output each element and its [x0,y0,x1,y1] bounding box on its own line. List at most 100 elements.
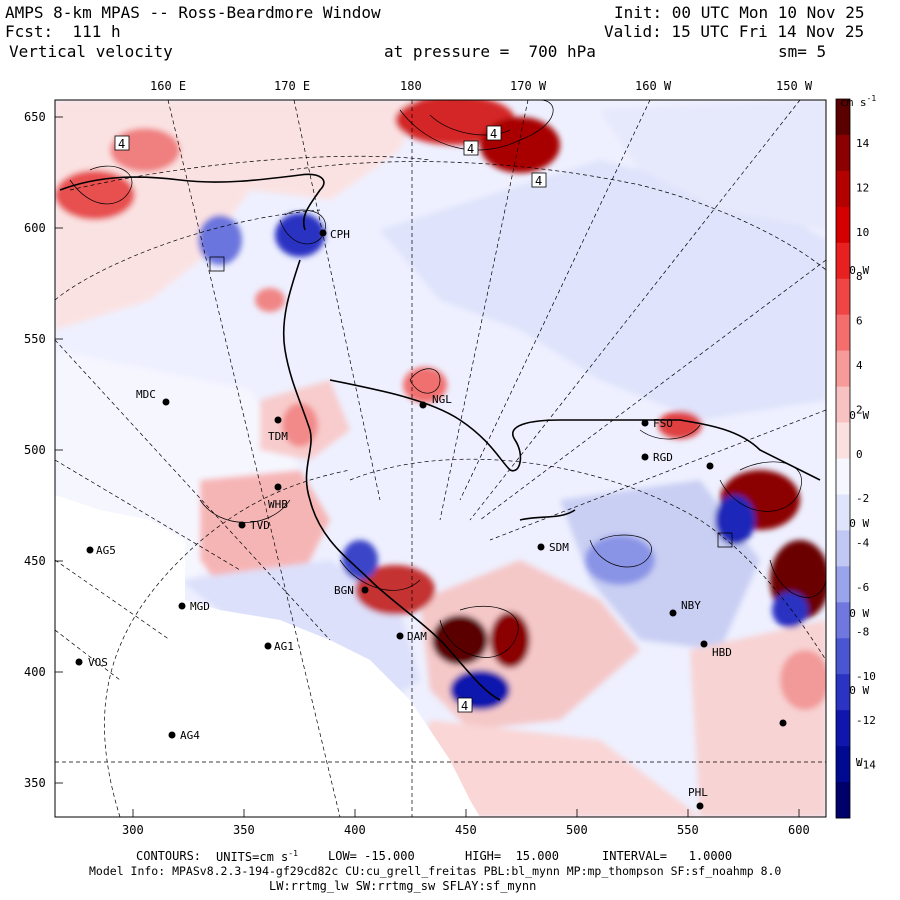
lon-label: 160 W [635,79,672,93]
lon-label: 180 [400,79,422,93]
station-label: PHL [688,786,708,799]
colorbar-swatch [836,206,850,244]
valid-time: Valid: 15 UTC Fri 14 Nov 25 [604,22,865,41]
init-time: Init: 00 UTC Mon 10 Nov 25 [614,3,865,22]
lon-label: 170 E [274,79,310,93]
contour-label: 4 [535,174,542,188]
contour-label: 4 [461,699,468,713]
colorbar-units-sup: -1 [867,94,877,103]
pressure-level: at pressure = 700 hPa [384,42,596,61]
colorbar-frame [835,98,851,819]
station-marker [396,632,404,640]
lon-label: 170 W [510,79,547,93]
colorbar-swatch [836,566,850,603]
colorbar-swatch [836,638,850,675]
colorbar-units-text: cm s [840,96,867,109]
contours-interval: INTERVAL= 1.0000 [602,849,733,863]
colorbar-label: -10 [856,670,876,683]
svg-text:cm s-1: cm s-1 [840,94,876,109]
colorbar-label: 8 [856,270,863,283]
station-layer: MDC TDM WHB TVD AG5 MGD AG1 VOS AG4 CPH … [75,228,787,810]
station-marker [264,642,272,650]
colorbar-swatch [836,530,850,567]
station-label: TVD [250,519,270,532]
lon-label: 160 E [150,79,186,93]
no-data-region [55,495,480,817]
axis-ticks [55,116,800,817]
colorbar-swatch [836,746,850,783]
colorbar-swatch [836,782,850,819]
colorbar-label: 2 [856,403,863,416]
colorbar-label: -12 [856,714,876,727]
contours-label: CONTOURS: [136,849,202,863]
station-label: AG1 [274,640,294,653]
station-label: NBY [681,599,701,612]
station-label: AG4 [180,729,200,742]
colorbar-label: 4 [856,359,863,372]
contour-label: 4 [490,127,497,141]
y-axis-labels: 650 600 550 500 450 400 350 [24,110,46,790]
lon-label: 150 W [776,79,813,93]
colorbar-swatch [836,278,850,316]
graticule [55,100,826,817]
plot-title: AMPS 8-km MPAS -- Ross-Beardmore Window [5,3,381,22]
x-tick-label: 300 [122,823,144,837]
colorbar-units: cm s-1 [840,94,876,109]
colorbar-label: 12 [856,181,869,194]
station-label: CPH [330,228,350,241]
y-tick-label: 600 [24,221,46,235]
station-marker [779,719,787,727]
station-marker [700,640,708,648]
colorbar-swatch [836,458,850,495]
station-marker [537,543,545,551]
units-sup: -1 [288,849,298,858]
contour-label: 4 [467,142,474,156]
colorbar-label: 6 [856,315,863,328]
y-tick-label: 550 [24,332,46,346]
colorbar-swatch [836,350,850,388]
station-marker [641,419,649,427]
x-tick-label: 500 [566,823,588,837]
colorbar-label: -2 [856,492,869,505]
contours-low: LOW= -15.000 [328,849,415,863]
station-marker [669,609,677,617]
station-label: DAM [407,630,427,643]
map-frame [54,99,827,818]
station-marker [696,802,704,810]
contour-label: 4 [118,137,125,151]
colorbar-swatch [836,99,850,136]
coastline [59,173,821,701]
x-axis-labels: 300 350 400 450 500 550 600 [122,823,810,837]
station-marker [75,658,83,666]
contours-high: HIGH= 15.000 [465,849,559,863]
model-info: Model Info: MPASv8.2.3-194-gf29cd82c CU:… [89,864,782,878]
station-marker [641,453,649,461]
colorbar-swatch [836,386,850,424]
station-label: SDM [549,541,569,554]
field-name: Vertical velocity [9,42,173,61]
station-label: FSO [653,417,673,430]
colorbar-label: -6 [856,581,869,594]
colorbar [835,98,851,819]
model-info-physics: LW:rrtmg_lw SW:rrtmg_sw SFLAY:sf_mynn [269,879,537,893]
station-marker [86,546,94,554]
station-marker [274,483,282,491]
y-tick-label: 500 [24,443,46,457]
x-tick-label: 450 [455,823,477,837]
y-tick-label: 650 [24,110,46,124]
x-tick-label: 550 [677,823,699,837]
colorbar-swatch [836,602,850,639]
station-label: VOS [88,656,108,669]
colorbar-swatch [836,494,850,531]
forecast-hour: Fcst: 111 h [5,22,121,41]
station-marker [319,229,327,237]
station-marker [178,602,186,610]
colorbar-label: -8 [856,625,869,638]
station-label: BGN [334,584,354,597]
contour-label-group: 4 4 4 4 4 [114,125,733,713]
colorbar-swatch [836,170,850,208]
station-marker [168,731,176,739]
station-label: WHB [268,498,288,511]
station-marker [162,398,170,406]
